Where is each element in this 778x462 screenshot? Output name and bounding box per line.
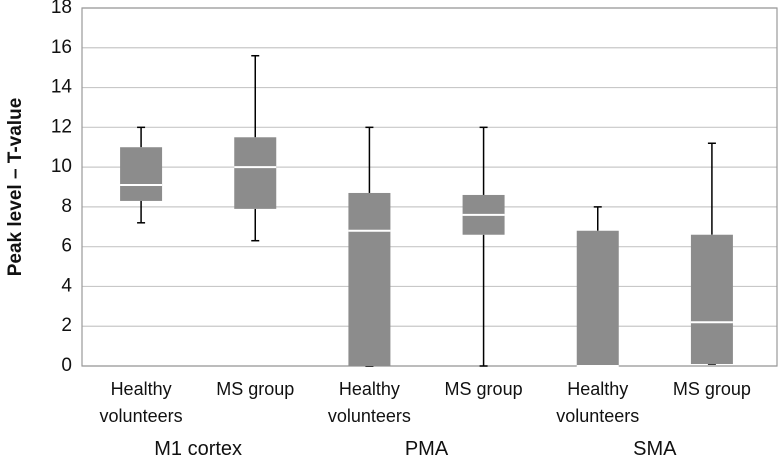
x-tick-label: MS group bbox=[672, 379, 751, 399]
group-label: PMA bbox=[404, 438, 449, 460]
y-tick-label: 8 bbox=[61, 196, 72, 217]
box bbox=[120, 147, 163, 201]
y-tick-label: 2 bbox=[61, 315, 72, 336]
x-tick-label: Healthy volunteers bbox=[556, 379, 640, 426]
box bbox=[576, 230, 619, 366]
box bbox=[348, 192, 391, 366]
group-label: M1 cortex bbox=[154, 438, 243, 460]
x-tick-label: MS group bbox=[216, 379, 295, 399]
y-axis-label: Peak level – T-value bbox=[5, 98, 26, 277]
box bbox=[234, 137, 277, 209]
y-tick-label: 6 bbox=[61, 236, 72, 257]
y-tick-label: 16 bbox=[51, 37, 72, 58]
x-tick-label: Healthy volunteers bbox=[327, 379, 411, 426]
plot-frame bbox=[81, 7, 778, 367]
group-label: SMA bbox=[633, 438, 677, 460]
y-tick-label: 4 bbox=[61, 275, 72, 296]
y-tick-label: 0 bbox=[61, 355, 72, 376]
x-tick-label: MS group bbox=[444, 379, 523, 399]
box bbox=[690, 234, 733, 365]
x-tick-label: Healthy volunteers bbox=[99, 379, 183, 426]
y-tick-label: 14 bbox=[51, 77, 73, 98]
y-tick-label: 12 bbox=[51, 116, 72, 137]
y-tick-label: 10 bbox=[51, 156, 72, 177]
y-tick-label: 18 bbox=[51, 0, 72, 18]
